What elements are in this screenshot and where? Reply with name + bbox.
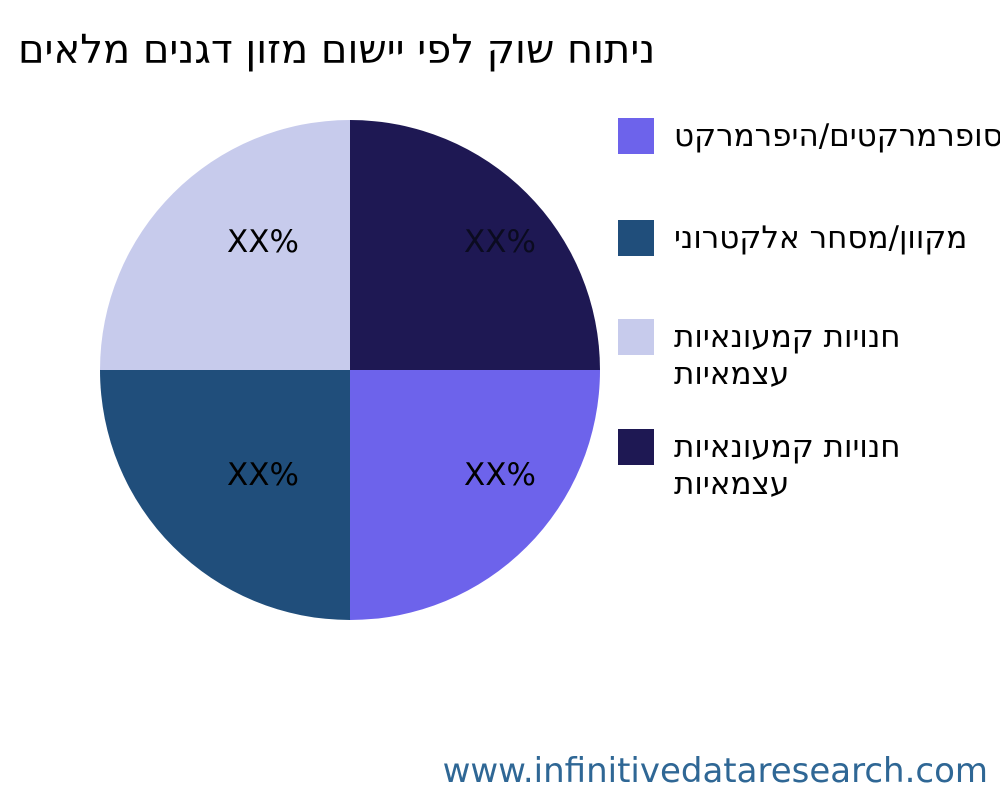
legend-swatch-purple xyxy=(618,118,654,154)
legend-label-line: חנויות קמעונאיות xyxy=(674,429,901,465)
legend-label-line: סופרמרקטים/היפרמרקט xyxy=(674,118,1000,154)
legend-item-online-ecommerce: מקוון/מסחר אלקטרוני xyxy=(618,220,996,257)
pie-percent-label-top-right: XX% xyxy=(464,224,536,260)
footer-website-url: www.infinitivedataresearch.com xyxy=(442,751,988,791)
pie-percent-label-bottom-right: XX% xyxy=(464,457,536,493)
legend-label: חנויות קמעונאיות עצמאיות xyxy=(674,429,996,503)
legend-label-line: מקוון/מסחר אלקטרוני xyxy=(674,220,968,256)
legend-label: מקוון/מסחר אלקטרוני xyxy=(674,220,996,257)
legend-label-line: עצמאיות xyxy=(674,356,790,392)
legend-item-independent-retail-1: חנויות קמעונאיות עצמאיות xyxy=(618,319,996,393)
legend-swatch-navy xyxy=(618,429,654,465)
pie-percent-label-bottom-left: XX% xyxy=(227,457,299,493)
legend-label-line: עצמאיות xyxy=(674,466,790,502)
legend-label: חנויות קמעונאיות עצמאיות xyxy=(674,319,996,393)
legend-label: סופרמרקטים/היפרמרקט xyxy=(674,118,1000,155)
pie-slice-supermarkets xyxy=(350,370,600,620)
legend-item-supermarkets: סופרמרקטים/היפרמרקט xyxy=(618,118,1000,155)
pie-percent-label-top-left: XX% xyxy=(227,224,299,260)
pie-slice-independent-retail-2 xyxy=(350,120,600,370)
legend-swatch-steel-blue xyxy=(618,220,654,256)
pie-slice-independent-retail-1 xyxy=(100,120,350,370)
legend-label-line: חנויות קמעונאיות xyxy=(674,319,901,355)
chart-title: ניתוח שוק לפי יישום מזון דגנים מלאים xyxy=(18,27,656,73)
legend-item-independent-retail-2: חנויות קמעונאיות עצמאיות xyxy=(618,429,996,503)
pie-slice-online-ecommerce xyxy=(100,370,350,620)
legend-swatch-lavender xyxy=(618,319,654,355)
